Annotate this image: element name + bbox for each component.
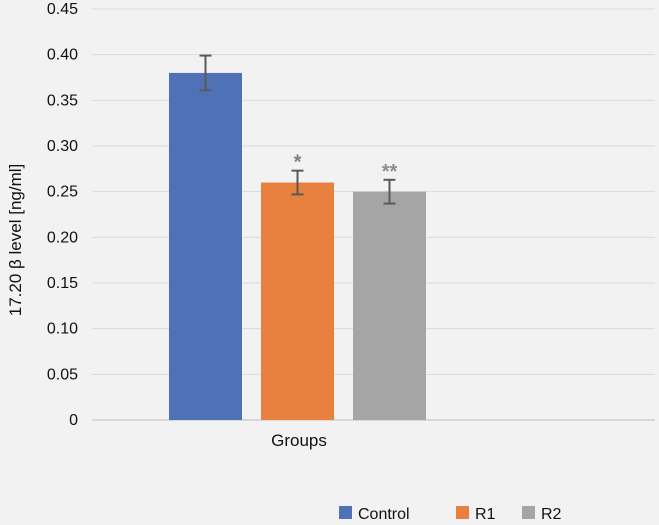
bar-r1: [261, 182, 334, 420]
legend-label: Control: [358, 506, 410, 523]
error-bar-r1: [291, 169, 304, 196]
legend-swatch: [456, 506, 469, 519]
x-axis-title: Groups: [271, 431, 327, 450]
y-tick-label: 0.30: [47, 138, 78, 155]
legend-swatch: [339, 506, 352, 519]
bars: * **: [169, 54, 426, 420]
y-tick-label: 0.10: [47, 321, 78, 338]
legend-item-r1: R1: [456, 506, 496, 523]
significance-mark: *: [294, 152, 302, 174]
significance-mark: **: [382, 161, 398, 183]
y-tick-label: 0.45: [47, 1, 78, 18]
bar-control: [169, 72, 242, 420]
y-tick-label: 0.20: [47, 229, 78, 246]
error-bar-control: [199, 54, 212, 92]
y-tick-label: 0.25: [47, 184, 78, 201]
y-tick-label: 0.40: [47, 47, 78, 64]
y-tick-label: 0.15: [47, 275, 78, 292]
legend: Control R1 R2: [339, 506, 562, 523]
error-bar-r2: [383, 178, 396, 205]
legend-label: R2: [541, 506, 562, 523]
y-tick-label: 0.35: [47, 92, 78, 109]
legend-item-r2: R2: [522, 506, 562, 523]
y-tick-label: 0: [69, 412, 78, 429]
bar-r2: [353, 191, 426, 420]
legend-label: R1: [475, 506, 496, 523]
y-axis-ticks: 0 0.05 0.10 0.15 0.20 0.25 0.30 0.35 0.40 0.45: [47, 1, 78, 429]
y-axis-title: 17.20 β level [ng/ml]: [6, 164, 25, 316]
legend-swatch: [522, 506, 535, 519]
legend-item-control: Control: [339, 506, 410, 523]
y-tick-label: 0.05: [47, 366, 78, 383]
